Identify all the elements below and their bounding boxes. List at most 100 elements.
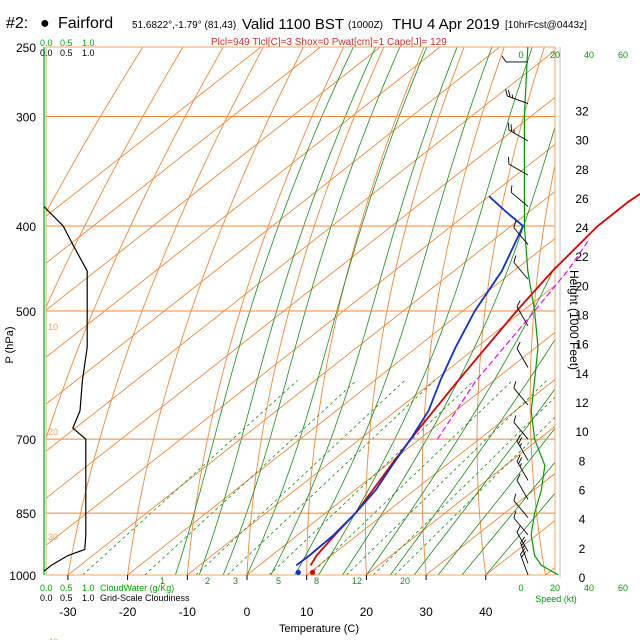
wind-barb — [516, 300, 529, 327]
station-number: #2: — [6, 15, 29, 32]
wind-speed-line — [523, 46, 559, 576]
isotherm-line — [425, 472, 555, 575]
cloudiness-line — [43, 206, 88, 572]
height-tick-label: 30 — [575, 134, 589, 148]
pressure-tick-label: 700 — [16, 433, 36, 447]
wind-barb-shaft — [516, 441, 529, 461]
cloudiness-top-label: 0.5 — [60, 48, 73, 58]
cloud-top-label: 0.0 — [40, 38, 53, 48]
wind-barb-flag — [505, 88, 508, 97]
wind-barb — [508, 156, 529, 176]
wind-barb-flag — [513, 415, 517, 423]
surface-temperature-marker — [309, 569, 316, 575]
wind-barb-shaft — [516, 461, 529, 481]
wind-barb-shaft — [520, 554, 529, 576]
wind-barb-shaft — [513, 500, 529, 518]
moist-adiabat-line — [485, 492, 555, 575]
wind-barb-shaft — [516, 306, 529, 327]
wind-barb-flag — [516, 341, 521, 349]
speed-bottom-label: 20 — [550, 583, 560, 593]
wind-barb-half — [519, 443, 523, 447]
pressure-tick-label: 300 — [16, 110, 36, 124]
dry-adiabat-line — [186, 47, 345, 575]
wind-barb — [513, 220, 529, 245]
height-tick-label: 12 — [575, 396, 589, 410]
pressure-tick-label: 1000 — [9, 569, 36, 583]
forecast-info: [10hrFcst@0443z] — [505, 20, 587, 31]
wind-barb-shaft — [508, 129, 529, 142]
temp-tick-label: 40 — [479, 605, 493, 619]
height-tick-label: 0 — [579, 571, 586, 585]
wind-barb — [501, 55, 528, 63]
dry-adiabat-line — [46, 47, 224, 440]
moist-adiabat-line — [413, 388, 555, 575]
wind-barb-flag — [513, 255, 517, 263]
mixing-ratio-line — [372, 396, 555, 575]
wind-barb-flag — [508, 156, 510, 165]
mixing-ratio-line — [309, 380, 513, 575]
station-dot-icon: ● — [40, 15, 50, 32]
temp-tick-label: -30 — [59, 605, 77, 619]
cloud-bottom-label: 0.0 — [40, 583, 53, 593]
wind-barb-shaft — [516, 348, 529, 368]
wind-barb-flag — [518, 437, 523, 445]
pressure-tick-label: 400 — [16, 220, 36, 234]
temp-tick-label: 30 — [419, 605, 433, 619]
wind-barb-shaft — [513, 387, 529, 406]
wind-barb-flag — [516, 454, 521, 462]
height-tick-label: 6 — [579, 484, 586, 498]
temp-tick-label: 20 — [360, 605, 374, 619]
wind-barb-flag — [513, 220, 517, 228]
wind-barb-flag — [510, 185, 513, 193]
wind-barb-shaft — [513, 227, 529, 245]
moist-adiabat-line — [198, 47, 376, 575]
moist-adiabat-line — [342, 125, 555, 575]
moist-adiabat-line — [270, 47, 458, 575]
dry-adiabat-line — [632, 47, 640, 575]
wind-barb-shaft — [516, 480, 529, 500]
temp-tick-label: 10 — [300, 605, 314, 619]
stability-indices: Plcl=949 Tlcl[C]=3 Shox=0 Pwat[cm]=1 Cap… — [211, 37, 447, 48]
cloud-side-label: 40 — [48, 637, 58, 640]
wind-barb-shaft — [513, 422, 529, 440]
wind-barb-flag — [510, 124, 512, 132]
wind-barb-flag — [516, 434, 521, 442]
wind-barb-half — [522, 545, 526, 549]
height-tick-label: 28 — [575, 163, 589, 177]
isotherm-line — [46, 47, 262, 217]
speed-axis-label: Speed (kt) — [535, 594, 577, 604]
speed-top-label: 20 — [550, 50, 560, 60]
speed-top-label: 0 — [518, 50, 523, 60]
speed-bottom-label: 0 — [518, 583, 523, 593]
station-name: Fairford — [58, 15, 114, 32]
wind-barb-flag — [518, 457, 523, 465]
mixing-ratio-line — [394, 416, 555, 575]
speed-top-label: 40 — [584, 50, 594, 60]
pressure-tick-label: 500 — [16, 305, 36, 319]
cloud-top-label: 0.5 — [60, 38, 73, 48]
wind-barb — [520, 536, 529, 564]
height-tick-label: 8 — [579, 454, 586, 468]
cloud-bottom-label: 0.5 — [60, 583, 73, 593]
wind-barb-flag — [508, 89, 511, 98]
wind-barb — [513, 510, 529, 536]
height-axis-label: Height (1000 Feet) — [567, 270, 581, 370]
isotherm-line — [46, 47, 381, 311]
wind-barb-flag — [521, 539, 527, 546]
isotherm-line — [545, 566, 555, 575]
cloudiness-bottom-label: 1.0 — [82, 593, 95, 603]
x-axis-label: Temperature (C) — [279, 623, 359, 635]
height-tick-label: 2 — [579, 542, 586, 556]
dry-adiabat-line — [127, 47, 304, 575]
valid-date: THU 4 Apr 2019 — [392, 16, 500, 33]
cloud-bottom-label: 1.0 — [82, 583, 95, 593]
speed-bottom-label: 40 — [584, 583, 594, 593]
cloud-top-label: 1.0 — [82, 38, 95, 48]
cloud-side-label: 30 — [48, 532, 58, 542]
wind-barb — [513, 381, 529, 406]
moist-adiabat-line — [318, 47, 533, 575]
wind-barb-flag — [513, 510, 517, 519]
wind-barb-shaft — [513, 517, 529, 536]
cloudiness-bottom-label: 0.0 — [40, 593, 53, 603]
